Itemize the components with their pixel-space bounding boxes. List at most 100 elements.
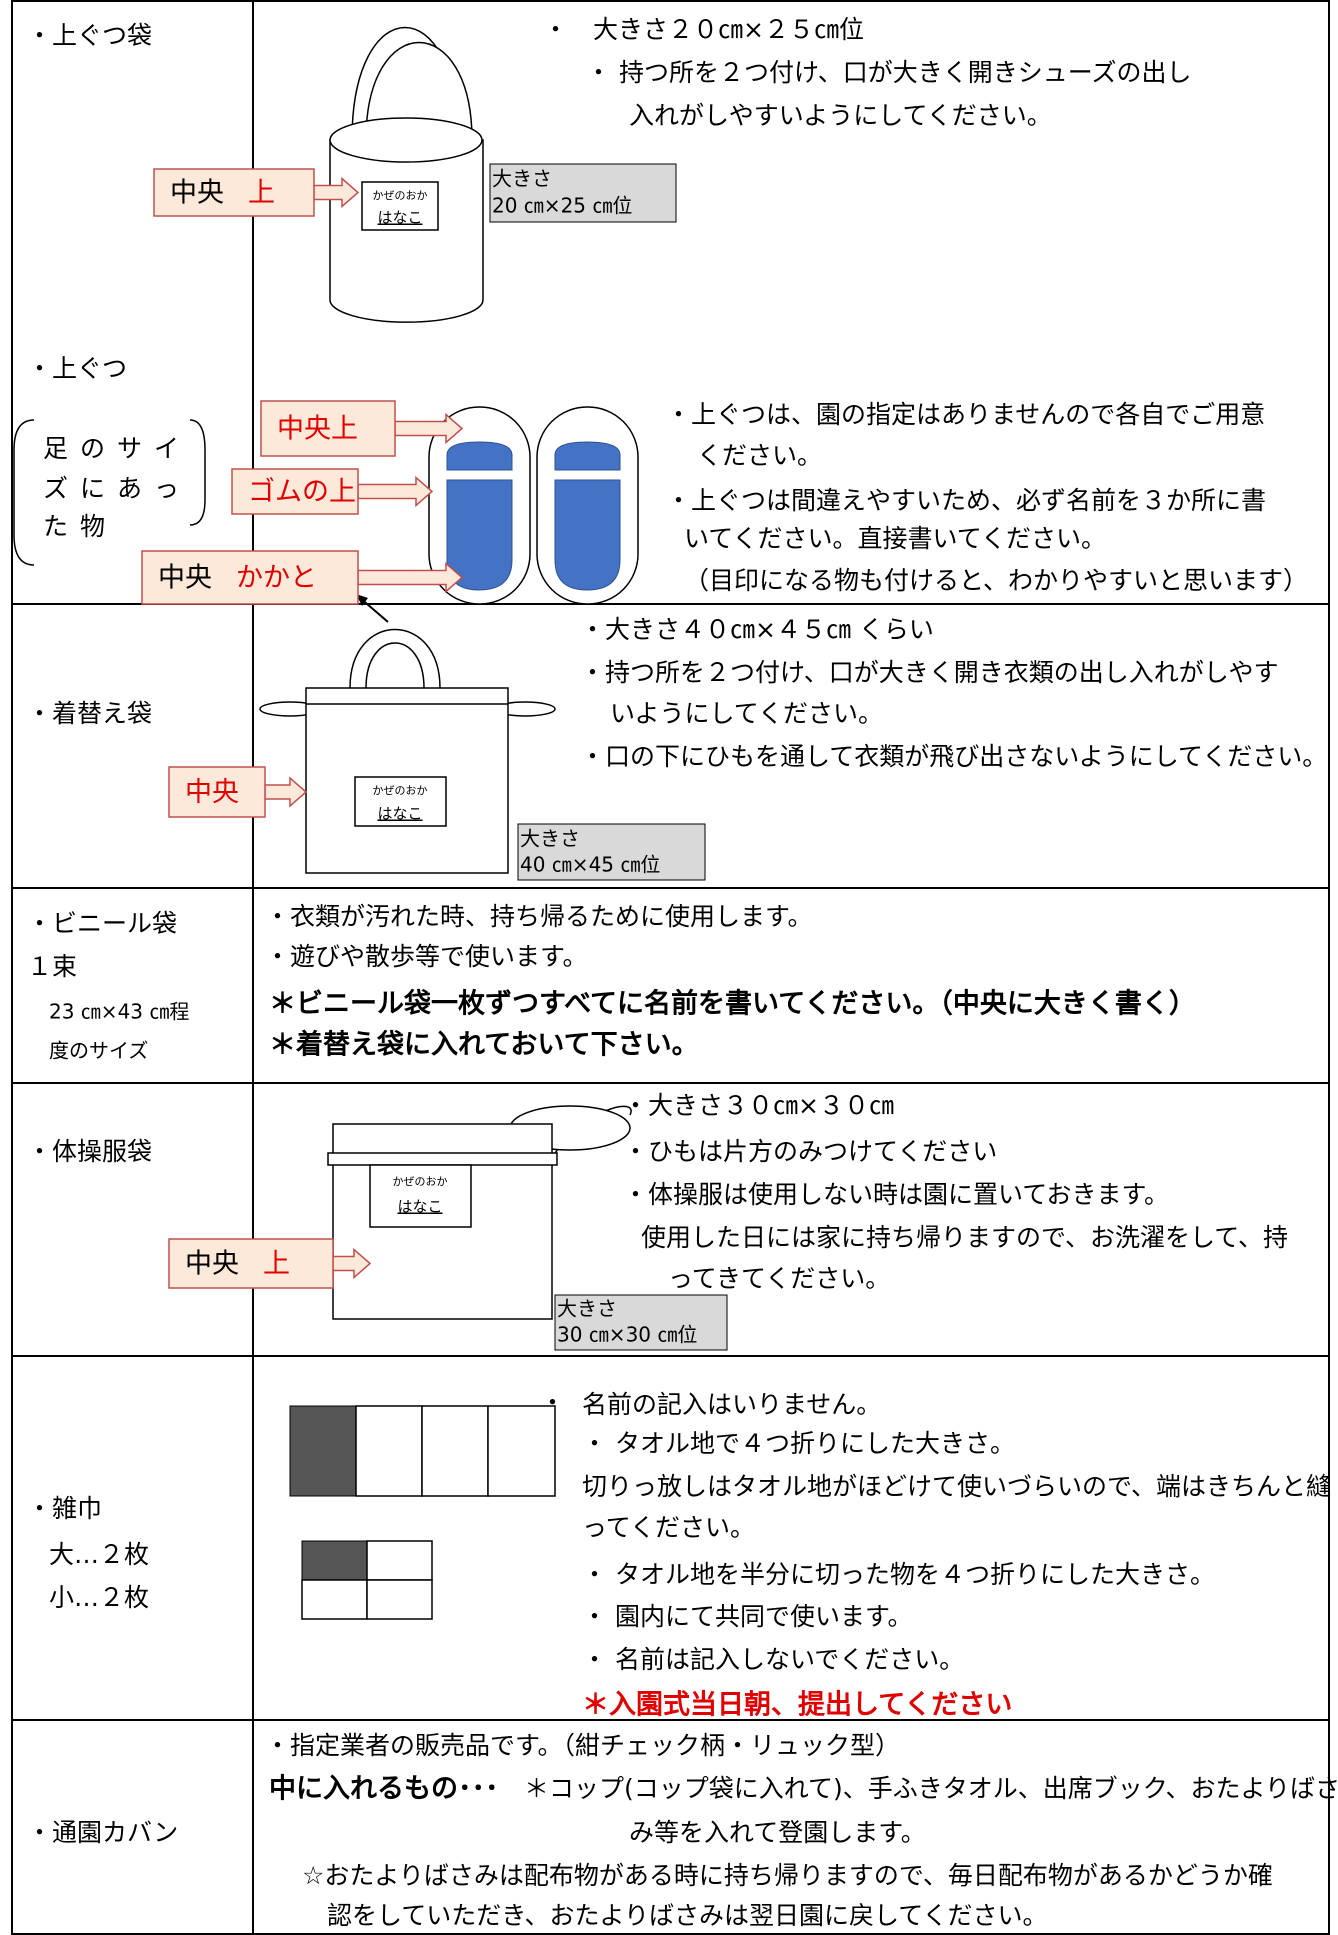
callout-arrow (357, 475, 434, 508)
callout-box (153, 168, 315, 217)
text-line: ・遊びや散歩等で使います。 (265, 942, 588, 971)
name-tag-text: かぜのおか (373, 189, 428, 202)
text-line: ・ 大きさ２０㎝×２５㎝位 (543, 15, 864, 44)
text-line: ☆おたよりばさみは配布物がある時に持ち帰りますので、毎日配布物があるかどうか確 (302, 1861, 1273, 1890)
name-tag-text: はなこ (397, 1198, 442, 1216)
text-line: ください。 (697, 441, 822, 470)
callout-box (168, 1238, 334, 1289)
text-line: ・大きさ４０㎝×４５㎝ くらい (580, 615, 934, 644)
name-tag-text: はなこ (377, 209, 422, 227)
row-label: ・上ぐつ (27, 354, 127, 383)
gym-bag-drawing (327, 1105, 632, 1320)
callout-text-part: 中央 (158, 562, 212, 593)
text-line: ・体操服は使用しない時は園に置いておきます。 (623, 1180, 1169, 1209)
callout-text: 中央 かかと (158, 562, 317, 593)
callout-arrow (357, 561, 464, 594)
row-label: ・上ぐつ袋 (27, 21, 152, 50)
text-line: ＊コップ(コップ袋に入れて)、手ふきタオル、出席ブック、おたよりばさ (524, 1774, 1338, 1803)
row-label: ・体操服袋 (27, 1137, 152, 1166)
callout-arrow (264, 776, 308, 808)
callout-box (231, 468, 359, 515)
size-text: 40 ㎝×45 ㎝位 (520, 853, 660, 877)
name-tag-text: かぜのおか (373, 784, 428, 797)
size-box (489, 163, 677, 223)
clothes-bag-drawing (259, 628, 556, 874)
row-label: ・通園カバン (27, 1818, 178, 1847)
size-box (517, 823, 706, 881)
text-line: ・ タオル地を半分に切った物を４つ折りにした大きさ。 (582, 1560, 1215, 1589)
text-line: ってきてください。 (668, 1264, 890, 1293)
name-tag-text: かぜのおか (393, 1175, 448, 1188)
size-text: 大きさ (492, 167, 552, 191)
towel-drawing (289, 1405, 556, 1620)
callout-text-part: 中央 (170, 177, 224, 208)
size-text: 大きさ (557, 1297, 617, 1321)
callout-arrow (394, 412, 464, 445)
text-line: ・上ぐつは、園の指定はありませんので各自でご用意 (666, 400, 1265, 429)
size-text: 大きさ (520, 827, 580, 851)
callout-arrow (332, 1247, 372, 1280)
shoes-drawing (356, 406, 639, 623)
row-label: 足のサイ (43, 434, 191, 463)
callout-text-part: 中央上 (277, 413, 358, 444)
text-line: （目印になる物も付けると、わかりやすいと思います） (684, 566, 1308, 595)
row-label: ズにあっ (43, 474, 191, 503)
text-line: ・ 持つ所を２つ付け、口が大きく開きシューズの出し (586, 58, 1191, 87)
text-line: ＊入園式当日朝、提出してください (582, 1690, 1012, 1721)
text-line: ・ひもは片方のみつけてください (623, 1137, 997, 1166)
text-line: ・ 名前は記入しないでください。 (582, 1645, 964, 1674)
row-label: 度のサイズ (49, 1039, 148, 1063)
text-line: み等を入れて登園します。 (629, 1818, 926, 1847)
bracket (13, 419, 35, 566)
text-line: 中に入れるもの･･･ (269, 1774, 499, 1805)
row-label: 23 ㎝×43 ㎝程 (49, 1000, 189, 1024)
size-box (554, 1294, 728, 1351)
text-line: 入れがしやすいようにしてください。 (629, 101, 1052, 130)
text-line: 切りっ放しはタオル地がほどけて使いづらいので、端はきちんと縫 (582, 1472, 1331, 1501)
text-line: 名前の記入はいりません。 (582, 1390, 881, 1419)
callout-text: ゴムの上 (248, 476, 356, 507)
text-line: ・衣類が汚れた時、持ち帰るために使用します。 (265, 902, 813, 931)
callout-text-part: 上 (248, 177, 275, 208)
size-text: 20 ㎝×25 ㎝位 (492, 194, 632, 218)
text-line: ・ (540, 1388, 565, 1417)
text-line: ・口の下にひもを通して衣類が飛び出さないようにしてください。 (580, 742, 1327, 771)
table-grid (11, 0, 1330, 1935)
callout-text-part: かかと (236, 562, 317, 593)
callout-text: 中央 (185, 777, 239, 808)
text-line: ＊ビニール袋一枚ずつすべてに名前を書いてください。（中央に大きく書く） (269, 988, 1196, 1020)
callout-text: 中央上 (185, 1248, 290, 1279)
text-line: 使用した日には家に持ち帰りますので、お洗濯をして、持 (641, 1223, 1288, 1252)
text-line: ・大きさ３０㎝×３０㎝ (623, 1091, 894, 1120)
row-label: ・着替え袋 (27, 699, 152, 728)
callout-text-part: 上 (263, 1248, 290, 1279)
text-line: 認をしていただき、おたよりばさみは翌日園に戻してください。 (327, 1901, 1048, 1930)
text-line: ・ 園内にて共同で使います。 (582, 1602, 912, 1631)
callout-text: 中央上 (170, 177, 275, 208)
callout-text: 中央上 (277, 413, 358, 444)
shoe-bag-drawing (329, 27, 484, 323)
row-label: た物 (43, 512, 117, 541)
text-line: ＊着替え袋に入れておいて下さい。 (269, 1029, 699, 1061)
row-label: １束 (27, 952, 77, 981)
text-line: いようにしてください。 (610, 699, 883, 728)
size-text: 30 ㎝×30 ㎝位 (557, 1323, 697, 1347)
callout-box (141, 550, 359, 605)
bracket (189, 419, 206, 526)
name-tag-text: はなこ (377, 805, 422, 823)
callout-text-part: 中央 (185, 777, 239, 808)
row-label: ・雑巾 (27, 1494, 102, 1523)
text-line: ・上ぐつは間違えやすいため、必ず名前を３か所に書 (666, 486, 1266, 515)
text-line: ・持つ所を２つ付け、口が大きく開き衣類の出し入れがしやす (580, 658, 1279, 687)
text-line: ・指定業者の販売品です。（紺チェック柄・リュック型） (265, 1731, 900, 1760)
text-line: ・ タオル地で４つ折りにした大きさ。 (582, 1429, 1015, 1458)
text-line: ってください。 (582, 1513, 755, 1542)
callout-text-part: 中央 (185, 1248, 239, 1279)
row-label: 小…２枚 (49, 1583, 149, 1612)
row-label: 大…２枚 (49, 1540, 149, 1569)
callout-arrow (313, 176, 360, 209)
text-line: いてください。直接書いてください。 (684, 524, 1106, 553)
callout-box (260, 400, 396, 457)
